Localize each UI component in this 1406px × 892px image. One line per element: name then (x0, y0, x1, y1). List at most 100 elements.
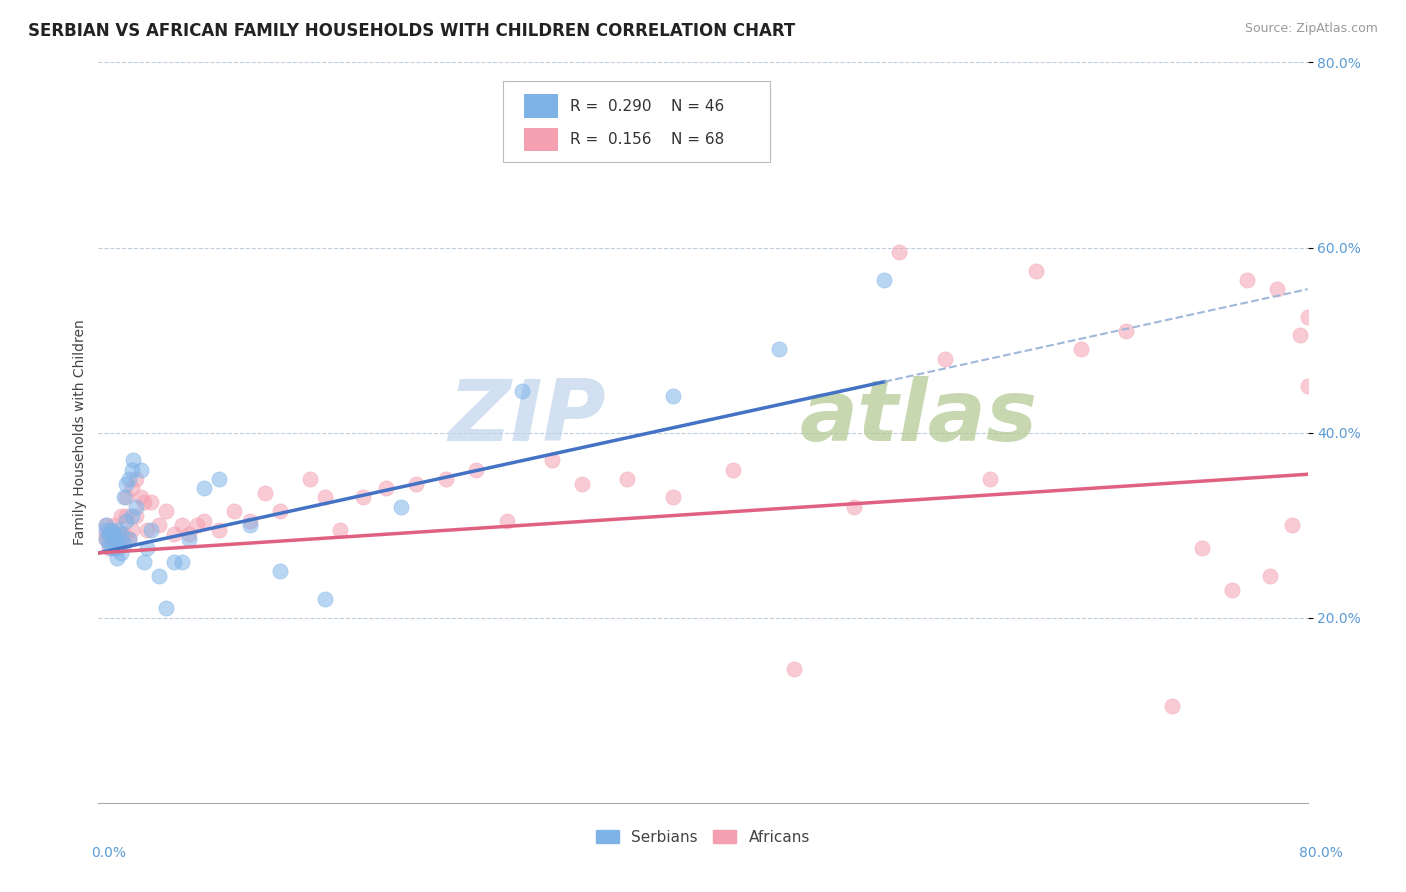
Point (1296, 310, 1319, 324)
Point (193, 481, 215, 495)
Point (98, 527, 121, 541)
Point (1115, 324, 1137, 338)
Point (114, 476, 136, 491)
Point (122, 453, 145, 467)
Text: 80.0%: 80.0% (1299, 846, 1343, 860)
Point (105, 536, 128, 550)
Point (768, 343, 790, 357)
Point (495, 514, 517, 528)
Point (1289, 328, 1312, 343)
Point (465, 462, 488, 476)
Point (179, 532, 201, 546)
Point (1160, 698, 1182, 713)
Point (186, 518, 208, 533)
Text: ZIP: ZIP (449, 376, 606, 459)
Point (314, 592, 336, 607)
Point (163, 527, 186, 541)
Point (132, 555, 155, 569)
Point (1258, 569, 1281, 583)
Legend: Serbians, Africans: Serbians, Africans (591, 823, 815, 851)
Point (208, 523, 231, 537)
Point (193, 514, 215, 528)
Point (105, 541, 128, 556)
Point (155, 601, 177, 615)
Point (224, 504, 246, 518)
Point (100, 523, 122, 537)
Point (110, 546, 132, 560)
Point (100, 541, 122, 556)
Point (148, 518, 170, 533)
Point (434, 472, 457, 486)
Point (94, 532, 117, 546)
Point (141, 523, 163, 537)
Point (239, 518, 262, 533)
Point (170, 518, 193, 533)
Point (103, 518, 125, 533)
Point (269, 565, 291, 579)
Point (103, 536, 125, 550)
Text: SERBIAN VS AFRICAN FAMILY HOUSEHOLDS WITH CHILDREN CORRELATION CHART: SERBIAN VS AFRICAN FAMILY HOUSEHOLDS WIT… (28, 22, 796, 40)
Point (103, 532, 125, 546)
Point (783, 662, 806, 676)
Point (110, 527, 132, 541)
Point (1267, 282, 1289, 296)
Point (94, 518, 117, 533)
Point (121, 481, 143, 495)
Text: 0.0%: 0.0% (91, 846, 127, 860)
Point (112, 527, 135, 541)
Point (170, 555, 193, 569)
Point (114, 514, 136, 528)
Point (1281, 518, 1303, 533)
Point (1220, 582, 1243, 597)
Point (661, 388, 683, 402)
Point (98, 541, 121, 556)
Point (118, 532, 141, 546)
Point (1070, 343, 1092, 357)
Point (125, 500, 148, 514)
Point (661, 491, 683, 505)
Point (253, 485, 276, 500)
Point (107, 523, 129, 537)
Point (125, 508, 148, 523)
Point (979, 472, 1001, 486)
Point (299, 472, 322, 486)
FancyBboxPatch shape (503, 81, 769, 162)
Point (135, 523, 157, 537)
Point (135, 541, 157, 556)
Point (103, 541, 125, 556)
Point (103, 527, 125, 541)
Point (94, 527, 117, 541)
Point (148, 569, 170, 583)
Y-axis label: Family Households with Children: Family Households with Children (73, 319, 87, 546)
Point (121, 462, 143, 476)
Point (1296, 379, 1319, 393)
Point (112, 491, 135, 505)
Point (723, 462, 745, 476)
Point (163, 555, 186, 569)
Text: Source: ZipAtlas.com: Source: ZipAtlas.com (1244, 22, 1378, 36)
Point (208, 472, 231, 486)
Point (269, 504, 291, 518)
Point (107, 536, 129, 550)
Point (510, 384, 533, 398)
Point (179, 527, 201, 541)
Point (110, 508, 132, 523)
Point (118, 532, 141, 546)
Point (105, 532, 128, 546)
Point (239, 514, 262, 528)
Point (540, 453, 562, 467)
Point (1024, 263, 1046, 277)
Point (129, 491, 152, 505)
Text: R =  0.290    N = 46: R = 0.290 N = 46 (569, 99, 724, 113)
Point (118, 472, 141, 486)
Point (110, 532, 132, 546)
Point (389, 500, 412, 514)
Point (121, 523, 143, 537)
Point (94, 532, 117, 546)
Point (105, 527, 128, 541)
Point (98, 536, 121, 550)
Point (314, 491, 336, 505)
Point (616, 472, 638, 486)
Point (114, 491, 136, 505)
Point (141, 495, 163, 509)
